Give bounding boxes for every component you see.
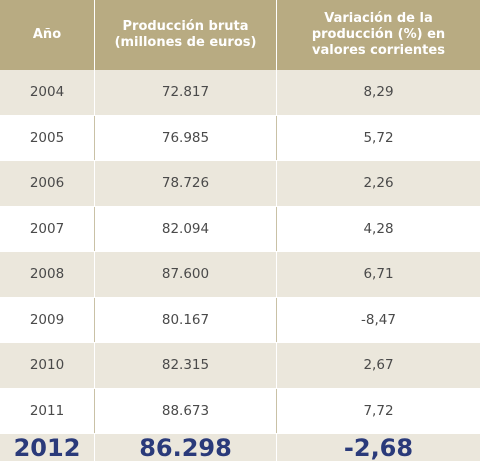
cell-year: 2009 xyxy=(0,297,95,342)
cell-gross-production: 82.315 xyxy=(95,343,277,388)
table-header: Año Producción bruta (millones de euros)… xyxy=(0,0,480,70)
cell-year: 2007 xyxy=(0,206,95,251)
cell-gross-production: 88.673 xyxy=(95,388,277,433)
header-year: Año xyxy=(0,0,95,70)
table-row: 2009 80.167 -8,47 xyxy=(0,297,480,343)
cell-year: 2004 xyxy=(0,70,95,115)
table-row: 2008 87.600 6,71 xyxy=(0,252,480,298)
cell-gross-production: 72.817 xyxy=(95,70,277,115)
cell-variation: 2,26 xyxy=(363,175,394,192)
cell-variation: 7,72 xyxy=(363,402,394,419)
cell-gross-production: 87.600 xyxy=(95,252,277,297)
table-row: 2007 82.094 4,28 xyxy=(0,206,480,252)
cell-year: 2005 xyxy=(0,115,95,160)
cell-gross-production: 82.094 xyxy=(95,206,277,251)
table-row: 2010 82.315 2,67 xyxy=(0,343,480,389)
highlight-row: 2012 86.298 -2,68 xyxy=(0,433,480,462)
cell-year: 2010 xyxy=(0,343,95,388)
table-row: 2005 76.985 5,72 xyxy=(0,115,480,161)
table-row: 2006 78.726 2,26 xyxy=(0,161,480,207)
highlight-gross-production: 86.298 xyxy=(95,434,277,462)
cell-variation: 6,71 xyxy=(363,266,394,283)
highlight-variation: -2,68 xyxy=(343,433,414,462)
header-production-variation: Variación de la producción (%) en valore… xyxy=(311,11,446,58)
cell-gross-production: 78.726 xyxy=(95,161,277,206)
cell-variation: 5,72 xyxy=(363,129,394,146)
cell-variation: 4,28 xyxy=(363,220,394,237)
cell-year: 2006 xyxy=(0,161,95,206)
cell-variation: 8,29 xyxy=(363,84,394,101)
cell-variation: 2,67 xyxy=(363,357,394,374)
cell-year: 2008 xyxy=(0,252,95,297)
table-row: 2011 88.673 7,72 xyxy=(0,388,480,434)
table-row: 2004 72.817 8,29 xyxy=(0,70,480,116)
highlight-year: 2012 xyxy=(0,434,95,462)
cell-year: 2011 xyxy=(0,388,95,433)
cell-gross-production: 80.167 xyxy=(95,297,277,342)
cell-gross-production: 76.985 xyxy=(95,115,277,160)
header-gross-production: Producción bruta (millones de euros) xyxy=(95,0,277,70)
cell-variation: -8,47 xyxy=(361,311,396,328)
